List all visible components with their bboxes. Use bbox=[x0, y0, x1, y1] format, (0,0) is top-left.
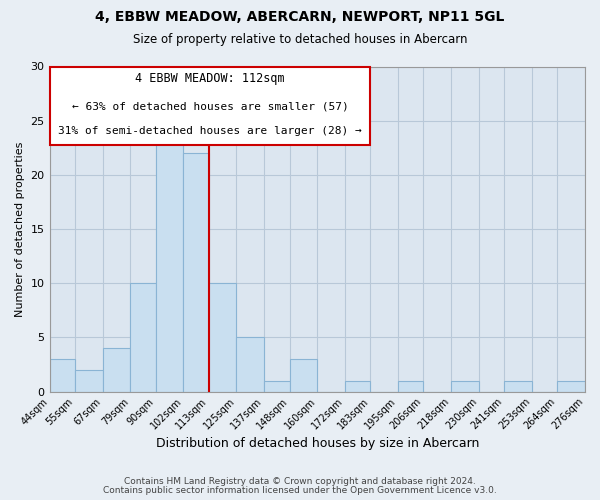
Bar bbox=[50, 359, 75, 392]
Bar bbox=[398, 381, 424, 392]
FancyBboxPatch shape bbox=[50, 66, 370, 144]
Bar bbox=[130, 284, 156, 392]
Text: Contains public sector information licensed under the Open Government Licence v3: Contains public sector information licen… bbox=[103, 486, 497, 495]
Text: 4, EBBW MEADOW, ABERCARN, NEWPORT, NP11 5GL: 4, EBBW MEADOW, ABERCARN, NEWPORT, NP11 … bbox=[95, 10, 505, 24]
Bar bbox=[236, 338, 264, 392]
Y-axis label: Number of detached properties: Number of detached properties bbox=[15, 142, 25, 317]
Text: ← 63% of detached houses are smaller (57): ← 63% of detached houses are smaller (57… bbox=[71, 101, 349, 111]
Bar bbox=[209, 284, 236, 392]
Text: Contains HM Land Registry data © Crown copyright and database right 2024.: Contains HM Land Registry data © Crown c… bbox=[124, 477, 476, 486]
Bar bbox=[103, 348, 130, 392]
Bar bbox=[290, 359, 317, 392]
Bar bbox=[184, 153, 209, 392]
Bar bbox=[504, 381, 532, 392]
Text: 31% of semi-detached houses are larger (28) →: 31% of semi-detached houses are larger (… bbox=[58, 126, 362, 136]
Bar bbox=[451, 381, 479, 392]
Bar bbox=[264, 381, 290, 392]
Bar bbox=[345, 381, 370, 392]
Text: 4 EBBW MEADOW: 112sqm: 4 EBBW MEADOW: 112sqm bbox=[135, 72, 285, 85]
Bar bbox=[156, 142, 184, 392]
X-axis label: Distribution of detached houses by size in Abercarn: Distribution of detached houses by size … bbox=[155, 437, 479, 450]
Bar bbox=[557, 381, 585, 392]
Bar bbox=[75, 370, 103, 392]
Text: Size of property relative to detached houses in Abercarn: Size of property relative to detached ho… bbox=[133, 32, 467, 46]
